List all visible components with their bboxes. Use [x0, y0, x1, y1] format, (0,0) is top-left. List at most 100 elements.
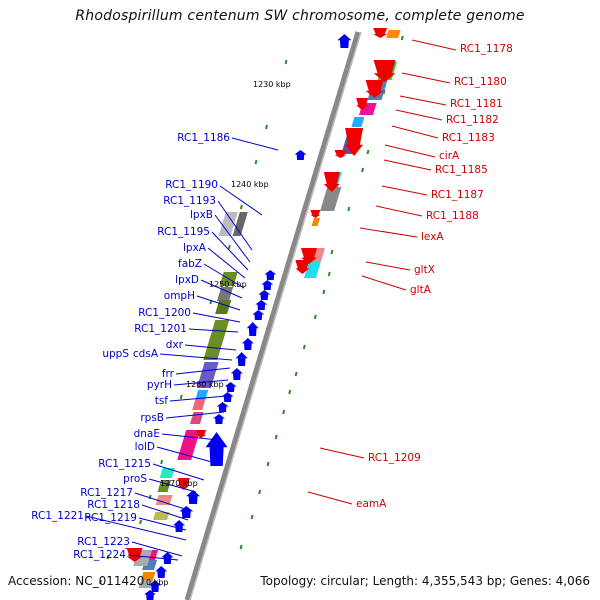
feature-block-17	[196, 362, 219, 388]
forward-gene-arrow-10	[230, 368, 243, 380]
gene-label-rc1-1195[interactable]: RC1_1195	[157, 226, 210, 238]
gene-label-cira[interactable]: cirA	[439, 150, 460, 162]
gc-tick-7	[160, 459, 164, 465]
reverse-gene-arrow-7	[310, 210, 321, 218]
gene-label-lpxa[interactable]: lpxA	[183, 242, 207, 254]
feature-block-23	[157, 480, 172, 492]
forward-gene-arrow-20	[155, 566, 168, 578]
gene-label-omph[interactable]: ompH	[164, 290, 195, 302]
gene-label-fabz[interactable]: fabZ	[178, 258, 202, 270]
gene-label-rc1-1201[interactable]: RC1_1201	[134, 323, 187, 335]
gene-label-dnae[interactable]: dnaE	[134, 428, 160, 440]
gene-label-gltx[interactable]: gltX	[414, 264, 435, 276]
gene-label-dxr[interactable]: dxr	[166, 339, 184, 351]
gene-label-rc1-1182[interactable]: RC1_1182	[446, 114, 499, 126]
forward-gene-arrow-17	[179, 506, 194, 518]
feature-block-11	[218, 212, 238, 236]
gene-label-eama[interactable]: eamA	[356, 498, 387, 510]
left-leader-3	[214, 214, 251, 263]
left-leader-16	[165, 411, 225, 419]
gene-label-pros[interactable]: proS	[123, 473, 147, 485]
gc-tick-29	[106, 554, 110, 560]
gene-label-rc1-1187[interactable]: RC1_1187	[431, 189, 484, 201]
gc-tick-13	[366, 149, 370, 155]
forward-gene-arrow-15	[205, 432, 228, 466]
gene-label-rc1-1217[interactable]: RC1_1217	[80, 487, 133, 499]
left-leader-15	[169, 395, 227, 402]
right-leader-13	[307, 491, 353, 505]
feature-block-29	[138, 580, 154, 588]
topology-text: Topology: circular; Length: 4,355,543 bp…	[260, 574, 590, 588]
chromosome-backbone-highlight	[189, 31, 362, 600]
left-leader-5	[207, 247, 246, 279]
reverse-gene-arrow-11	[177, 478, 190, 490]
gene-label-rc1-1188[interactable]: RC1_1188	[426, 210, 479, 222]
gene-label-tsf[interactable]: tsf	[155, 395, 169, 407]
gene-label-rc1-1224[interactable]: RC1_1224	[73, 549, 126, 561]
left-leader-7	[200, 279, 243, 299]
right-leader-7	[381, 185, 428, 196]
gene-label-rc1-1200[interactable]: RC1_1200	[138, 307, 191, 319]
forward-gene-arrow-2	[264, 270, 277, 280]
scale-label-1250: 1250 kbp	[209, 280, 247, 289]
gene-label-lold[interactable]: lolD	[135, 441, 155, 453]
gc-tick-25	[266, 461, 270, 467]
left-leader-18	[156, 446, 213, 463]
left-leader-11	[184, 344, 237, 351]
left-leader-17	[161, 433, 219, 441]
chromosome-backbone	[184, 31, 361, 600]
reverse-gene-arrow-1	[373, 60, 396, 82]
gene-label-rc1-1219[interactable]: RC1_1219	[84, 512, 137, 524]
gc-tick-6	[179, 394, 183, 400]
gene-label-rc1-1223[interactable]: RC1_1223	[77, 536, 130, 548]
right-leader-6	[383, 159, 432, 171]
feature-block-7	[320, 187, 342, 211]
gene-label-upps[interactable]: uppS	[102, 348, 129, 360]
scale-label-1240: 1240 kbp	[231, 180, 269, 189]
forward-gene-arrow-3	[261, 280, 274, 290]
forward-gene-arrow-4	[258, 290, 271, 300]
gene-label-rc1-1178[interactable]: RC1_1178	[460, 43, 513, 55]
left-leader-4	[211, 231, 249, 271]
gene-label-rc1-1183[interactable]: RC1_1183	[442, 132, 495, 144]
gene-label-rc1-1218[interactable]: RC1_1218	[87, 499, 140, 511]
gc-tick-19	[313, 314, 317, 320]
right-leader-1	[401, 72, 451, 84]
gene-label-pyrh[interactable]: pyrH	[147, 379, 172, 391]
gc-tick-24	[274, 434, 278, 440]
left-leader-8	[196, 295, 241, 311]
forward-gene-arrow-12	[221, 392, 234, 402]
reverse-gene-arrow-9	[295, 260, 310, 274]
right-leader-8	[375, 205, 423, 217]
forward-gene-arrow-5	[255, 300, 268, 310]
reverse-gene-arrow-13	[124, 548, 129, 549]
gene-label-cdsa[interactable]: cdsA	[133, 348, 159, 360]
scale-label-1230: 1230 kbp	[253, 80, 291, 89]
gc-tick-20	[302, 344, 306, 350]
feature-block-25	[153, 512, 170, 520]
left-leader-9	[192, 312, 241, 323]
gene-label-rc1-1181[interactable]: RC1_1181	[450, 98, 503, 110]
gc-tick-18	[322, 289, 326, 295]
gene-label-rc1-1221[interactable]: RC1_1221	[31, 510, 84, 522]
gene-label-rc1-1186[interactable]: RC1_1186	[177, 132, 230, 144]
gene-label-rc1-1190[interactable]: RC1_1190	[165, 179, 218, 191]
left-leader-6	[203, 263, 245, 289]
gene-label-lpxd[interactable]: lpxD	[175, 274, 199, 286]
gene-label-rc1-1193[interactable]: RC1_1193	[163, 195, 216, 207]
gene-label-rc1-1180[interactable]: RC1_1180	[454, 76, 507, 88]
gene-label-lpxb[interactable]: lpxB	[190, 209, 213, 221]
gene-label-frr[interactable]: frr	[162, 368, 175, 380]
gc-tick-28	[239, 544, 243, 550]
gc-tick-4	[227, 244, 231, 250]
gene-label-rc1-1185[interactable]: RC1_1185	[435, 164, 488, 176]
scale-label-1280: 0 kbp	[146, 578, 168, 587]
gc-tick-30	[99, 579, 102, 585]
gene-label-rc1-1215[interactable]: RC1_1215	[98, 458, 151, 470]
gene-label-lexa[interactable]: lexA	[421, 231, 444, 243]
gene-label-glta[interactable]: gltA	[410, 284, 432, 296]
gene-label-rc1-1209[interactable]: RC1_1209	[368, 452, 421, 464]
feature-block-14	[217, 287, 234, 301]
gene-label-rpsb[interactable]: rpsB	[140, 412, 164, 424]
